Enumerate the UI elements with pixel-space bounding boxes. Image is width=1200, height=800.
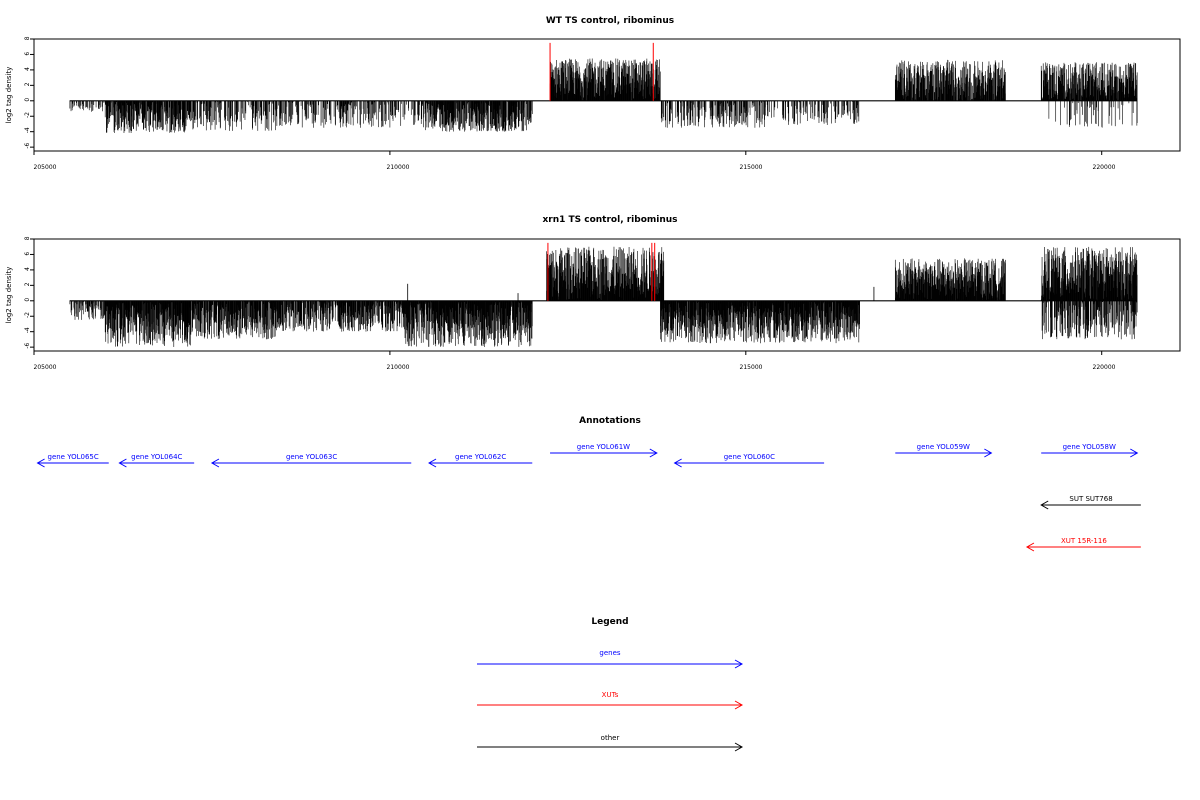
- xrn1-y-ticks: -6 -4 -2 0 2 4 6 8: [24, 236, 31, 348]
- xrn1-ytick: -4: [24, 327, 31, 333]
- wt-ytick: -2: [24, 112, 31, 118]
- xrn1-ytick: 0: [24, 298, 31, 302]
- plot-frame: [33, 238, 1181, 352]
- wt-y-ticks: -6 -4 -2 0 2 4 6 8: [24, 36, 31, 148]
- xrn1-xtick: 210000: [387, 364, 410, 371]
- wt-x-ticks: 205000 210000 215000 220000: [34, 164, 1116, 171]
- xrn1-xtick: 220000: [1093, 364, 1116, 371]
- xrn1-ytick: 2: [24, 282, 31, 286]
- plot-frame: [33, 38, 1181, 152]
- xrn1-xtick: 205000: [34, 364, 57, 371]
- xrn1-x-ticks: 205000 210000 215000 220000: [34, 364, 1116, 371]
- xrn1-xtick: 215000: [740, 364, 763, 371]
- wt-ytick: 8: [24, 36, 31, 40]
- wt-xtick: 215000: [740, 164, 763, 171]
- xrn1-ytick: -6: [24, 343, 31, 349]
- wt-panel: WT TS control, ribominus log2 tag densit…: [5, 16, 1181, 171]
- wt-ytick: 6: [24, 52, 31, 56]
- wt-ytick: -6: [24, 143, 31, 149]
- wt-panel-ylabel: log2 tag density: [5, 67, 13, 124]
- wt-panel-title: WT TS control, ribominus: [546, 16, 674, 26]
- wt-plot-area: [30, 38, 1181, 155]
- xrn1-ytick: 4: [24, 267, 31, 271]
- xrn1-plot-area: [30, 238, 1181, 355]
- xrn1-panel: xrn1 TS control, ribominus log2 tag dens…: [5, 215, 1181, 371]
- xrn1-ytick: 6: [24, 252, 31, 256]
- wt-ytick: -4: [24, 127, 31, 133]
- xrn1-panel-title: xrn1 TS control, ribominus: [542, 215, 677, 225]
- wt-xtick: 205000: [34, 164, 57, 171]
- xrn1-ytick: -2: [24, 312, 31, 318]
- wt-xtick: 210000: [387, 164, 410, 171]
- xrn1-ytick: 8: [24, 236, 31, 240]
- wt-ytick: 2: [24, 82, 31, 86]
- xrn1-panel-ylabel: log2 tag density: [5, 267, 13, 324]
- wt-xtick: 220000: [1093, 164, 1116, 171]
- wt-ytick: 0: [24, 98, 31, 102]
- wt-ytick: 4: [24, 67, 31, 71]
